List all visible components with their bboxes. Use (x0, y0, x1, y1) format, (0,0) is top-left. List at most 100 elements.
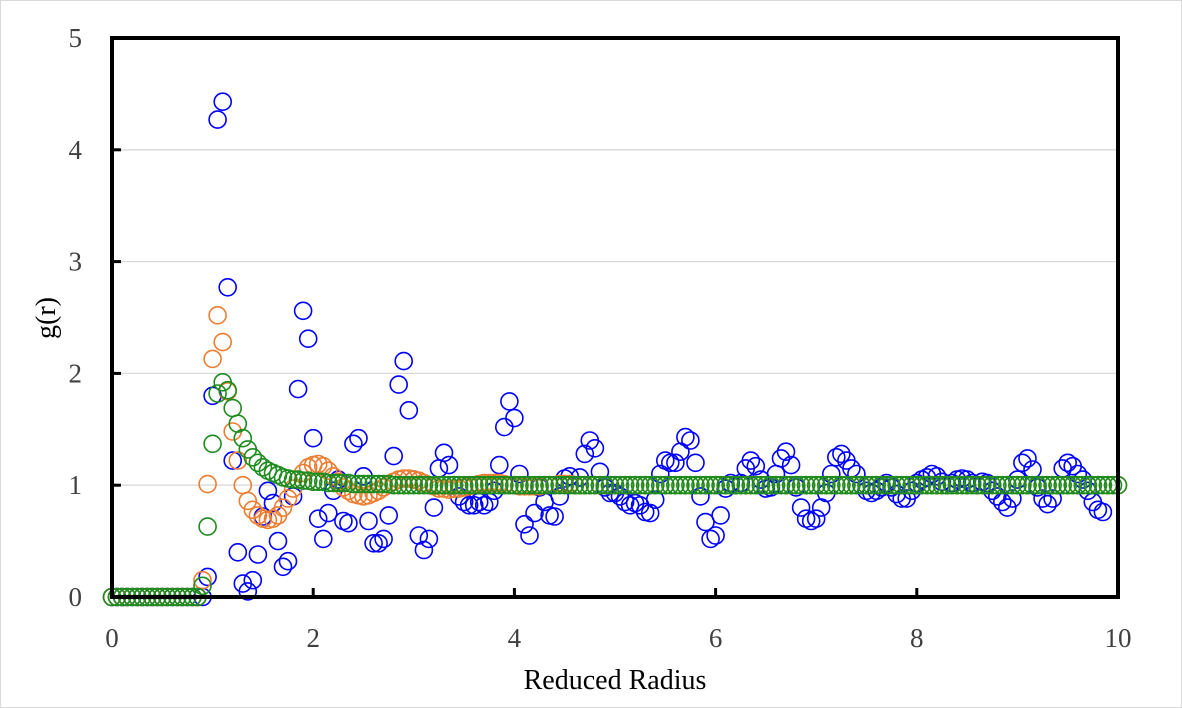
point-blue (706, 526, 725, 545)
point-blue (223, 451, 242, 470)
point-green (842, 475, 861, 495)
point-green (293, 471, 313, 491)
point-green (796, 475, 816, 495)
point-green (1093, 475, 1113, 495)
point-green (706, 475, 725, 495)
point-blue (515, 514, 534, 534)
point-blue (198, 567, 217, 587)
point-green (701, 475, 720, 495)
point-green (1043, 475, 1062, 495)
point-blue (379, 506, 399, 525)
y-tick-label: 5 (69, 23, 83, 53)
y-tick-label: 2 (69, 358, 83, 388)
point-blue (1043, 489, 1062, 508)
point-blue (489, 455, 509, 475)
point-green (917, 475, 937, 495)
point-green (389, 475, 409, 495)
point-green (469, 475, 489, 495)
plot-area-border (110, 36, 1120, 599)
point-green (691, 475, 710, 495)
point-blue (424, 498, 444, 517)
point-green (882, 475, 901, 495)
point-blue (741, 451, 761, 470)
point-blue (525, 503, 544, 523)
point-orange (208, 305, 227, 325)
point-green (741, 475, 761, 495)
point-green (409, 475, 429, 495)
point-green (615, 475, 635, 495)
point-blue (696, 512, 715, 532)
point-green (932, 475, 952, 495)
point-green (384, 475, 404, 495)
point-green (786, 475, 806, 495)
point-blue (494, 417, 514, 437)
point-green (364, 474, 383, 494)
point-green (781, 475, 801, 495)
point-blue (298, 329, 318, 349)
point-blue (349, 428, 368, 448)
point-blue (510, 464, 529, 484)
point-green (424, 475, 444, 495)
point-blue (676, 427, 695, 447)
point-blue (640, 503, 660, 523)
point-green (479, 475, 499, 495)
point-green (1103, 475, 1123, 495)
point-blue (1093, 502, 1113, 522)
point-green (997, 475, 1017, 495)
point-green (620, 475, 640, 495)
point-green (1048, 475, 1067, 495)
point-green (434, 475, 454, 495)
point-green (575, 475, 595, 495)
point-blue (781, 455, 801, 475)
point-green (640, 475, 660, 495)
point-green (550, 475, 570, 495)
point-green (887, 475, 907, 495)
point-green (862, 475, 881, 495)
point-green (952, 475, 972, 495)
point-blue (1013, 453, 1032, 473)
point-orange (318, 461, 338, 481)
point-green (494, 475, 514, 495)
point-green (520, 475, 539, 495)
point-green (198, 517, 217, 536)
point-blue (500, 392, 519, 411)
point-blue (268, 531, 288, 551)
point-green (811, 475, 831, 495)
point-blue (339, 513, 358, 533)
point-green (1063, 475, 1082, 495)
point-blue (359, 511, 378, 531)
point-green (1028, 475, 1047, 495)
point-green (766, 475, 786, 495)
point-blue (414, 540, 434, 560)
point-blue (681, 431, 700, 450)
point-blue (771, 449, 791, 468)
point-green (912, 475, 932, 495)
point-green (1083, 475, 1103, 495)
point-blue (992, 492, 1012, 512)
point-green (1018, 475, 1037, 495)
point-green (560, 475, 580, 495)
point-blue (384, 446, 404, 466)
point-green (776, 475, 796, 495)
point-green (791, 475, 811, 495)
point-green (872, 475, 891, 495)
point-green (937, 475, 957, 495)
point-green (1088, 475, 1108, 495)
point-green (474, 475, 494, 495)
point-blue (434, 443, 454, 463)
point-blue (213, 92, 232, 111)
point-green (902, 475, 922, 495)
point-green (1078, 475, 1098, 495)
point-green (977, 475, 997, 495)
point-blue (344, 434, 363, 454)
gridlines (112, 149, 1118, 486)
point-green (208, 384, 227, 403)
point-blue (293, 301, 313, 321)
point-green (630, 475, 650, 495)
point-blue (691, 487, 710, 506)
point-green (957, 475, 977, 495)
point-green (625, 475, 645, 495)
point-green (686, 475, 705, 495)
point-green (892, 475, 912, 495)
